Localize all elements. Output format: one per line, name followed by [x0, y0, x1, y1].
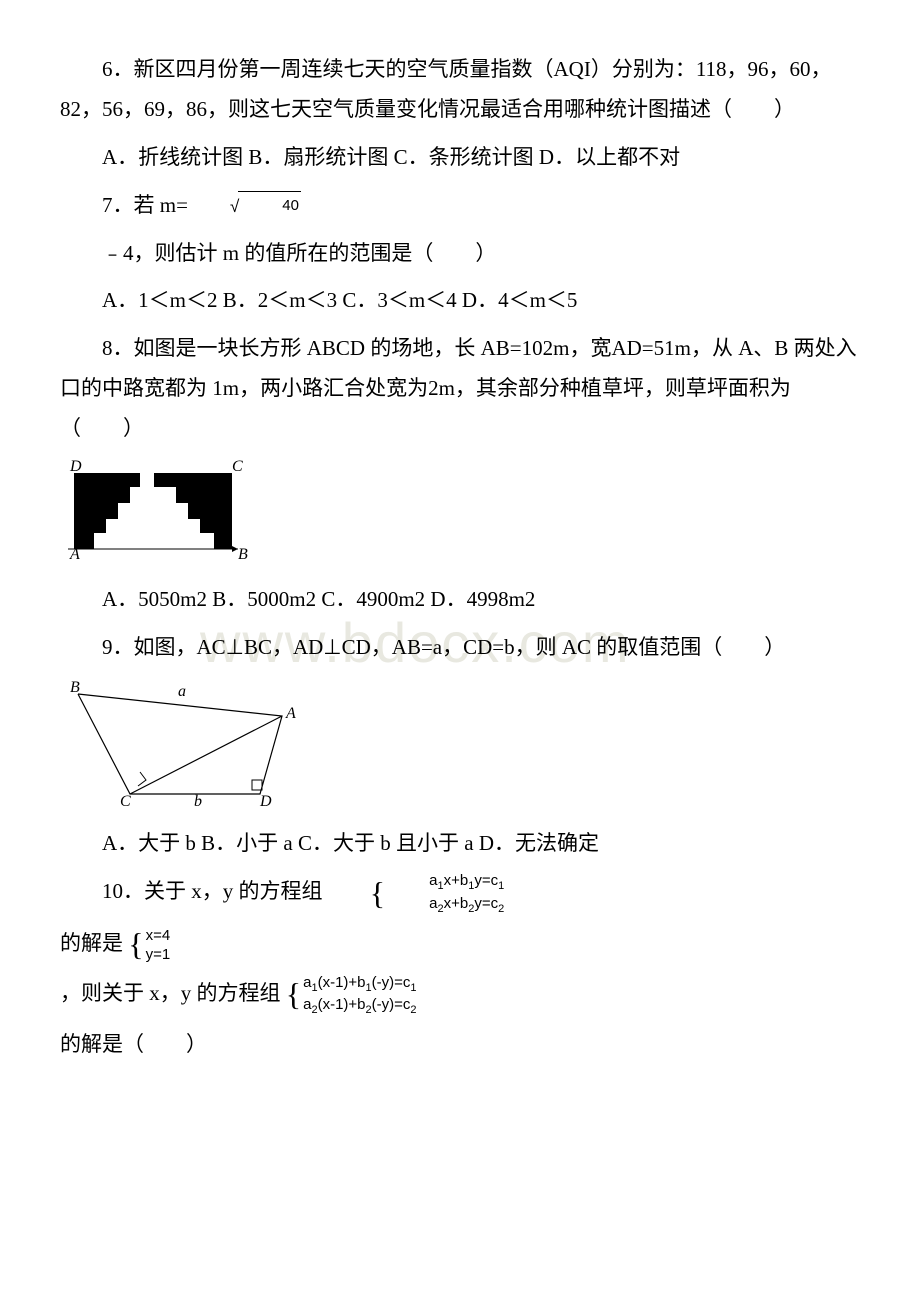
q10-line2: 的解是 { x=4 y=1 — [60, 924, 860, 965]
q10-prefix: 10．关于 x，y 的方程组 — [102, 880, 323, 904]
q8-figure: D C A B — [60, 457, 860, 576]
q8-text: 8．如图是一块长方形 ABCD 的场地，长 AB=102m，宽AD=51m，从 … — [60, 329, 860, 449]
q8-options: A．5050m2 B．5000m2 C．4900m2 D．4998m2 — [60, 580, 860, 620]
brace-icon: { — [286, 982, 301, 1008]
sqrt-expr: √40 — [188, 191, 301, 223]
label-a: a — [178, 683, 186, 700]
q9-text: 9．如图，AC⊥BC，AD⊥CD，AB=a，CD=b，则 AC 的取值范围（ ） — [60, 628, 860, 668]
q7-prefix: 7．若 m= — [102, 193, 188, 217]
q10-sys2-l2: y=1 — [146, 945, 171, 965]
label-A: A — [285, 705, 296, 722]
q10-sys3: { a1(x-1)+b1(-y)=c1 a2(x-1)+b2(-y)=c2 — [286, 973, 417, 1018]
q8-left-shape — [74, 473, 140, 549]
label-D: D — [259, 793, 272, 806]
q9-right-angle-c — [138, 772, 146, 786]
brace-icon: { — [128, 932, 143, 958]
q6-options: A．折线统计图 B．扇形统计图 C．条形统计图 D．以上都不对 — [60, 138, 860, 178]
q10-line3: ，则关于 x，y 的方程组 { a1(x-1)+b1(-y)=c1 a2(x-1… — [60, 973, 860, 1018]
q7-options: A．1＜m＜2 B．2＜m＜3 C．3＜m＜4 D．4＜m＜5 — [60, 281, 860, 321]
q10-sys3-l2: a2(x-1)+b2(-y)=c2 — [303, 995, 416, 1017]
label-B: B — [70, 679, 80, 696]
sqrt-arg: 40 — [238, 191, 301, 221]
q9-options: A．大于 b B．小于 a C．大于 b 且小于 a D．无法确定 — [60, 824, 860, 864]
label-b: b — [194, 793, 202, 806]
q10-sys1-l1: a1x+b1y=c1 — [387, 871, 504, 893]
q10-line1: 10．关于 x，y 的方程组 { a1x+b1y=c1 a2x+b2y=c2 — [60, 871, 860, 916]
q10-sys3-l1: a1(x-1)+b1(-y)=c1 — [303, 973, 416, 995]
q10-sys2-l1: x=4 — [146, 926, 171, 946]
label-D: D — [69, 458, 82, 475]
q9-outline — [78, 694, 282, 794]
q10-sys2: { x=4 y=1 — [128, 926, 170, 965]
q10-tail: 的解是（ ） — [60, 1025, 860, 1065]
label-C: C — [120, 793, 131, 806]
brace-icon: { — [328, 881, 385, 907]
q10-mid2: ，则关于 x，y 的方程组 — [60, 981, 281, 1005]
q6-text: 6．新区四月份第一周连续七天的空气质量指数（AQI）分别为：118，96，60，… — [60, 50, 860, 130]
q9-figure: B A C D a b — [60, 676, 860, 820]
q10-sys1-l2: a2x+b2y=c2 — [387, 894, 504, 916]
q10-mid1: 的解是 — [60, 931, 123, 955]
q9-right-angle-d — [252, 780, 262, 790]
q7-line2: ﹣4，则估计 m 的值所在的范围是（ ） — [60, 234, 860, 274]
label-C: C — [232, 458, 243, 475]
q8-right-shape — [154, 473, 232, 549]
label-B: B — [238, 546, 248, 562]
q7-line1: 7．若 m=√40 — [60, 186, 860, 226]
sqrt-symbol: √ — [188, 191, 239, 223]
q9-diagonal — [130, 716, 282, 794]
q10-sys1: { a1x+b1y=c1 a2x+b2y=c2 — [328, 871, 504, 916]
